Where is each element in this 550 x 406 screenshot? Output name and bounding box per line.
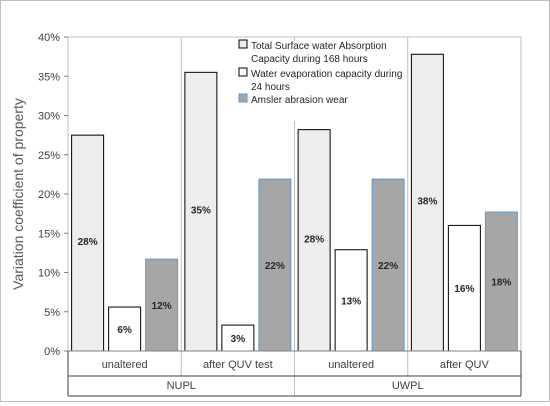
- bar-value-label: 16%: [454, 284, 474, 295]
- bar-value-label: 13%: [341, 296, 361, 307]
- legend-label: Water evaporation capacity during: [251, 69, 402, 80]
- legend-swatch: [238, 67, 248, 77]
- x-category-label: after QUV test: [203, 359, 273, 371]
- bar-value-label: 38%: [417, 197, 437, 208]
- bar: [371, 178, 405, 352]
- x-category-label: after QUV: [440, 359, 490, 371]
- bar-value-label: 18%: [491, 278, 511, 289]
- bars: 28% 35% 28% 38% 6% 3% 13% 16% 12% 22% 22% 18%: [71, 53, 518, 352]
- legend-swatch: [238, 93, 248, 103]
- y-tick-label: 15%: [38, 228, 60, 240]
- y-tick-label: 25%: [38, 150, 60, 162]
- bar: [297, 129, 331, 352]
- legend-label: Amsler abrasion wear: [251, 95, 348, 106]
- bar-value-label: 12%: [152, 301, 172, 312]
- bar-value-label: 22%: [378, 261, 398, 272]
- bar: [410, 53, 444, 352]
- bar-value-label: 3%: [231, 334, 246, 345]
- legend-label: Total Surface water Absorption: [251, 41, 387, 52]
- y-tick-label: 30%: [38, 111, 60, 123]
- bar: [221, 324, 255, 352]
- legend-swatch: [238, 39, 248, 49]
- bar: [484, 211, 518, 352]
- bar: [108, 306, 142, 352]
- legend-background: [233, 41, 403, 121]
- y-tick-label: 20%: [38, 189, 60, 201]
- y-tick-label: 40%: [38, 32, 60, 44]
- y-tick-label: 35%: [38, 71, 60, 83]
- axes: 0% 5% 10% 15% 20% 25% 30% 35% 40% unaltered after …: [38, 32, 522, 397]
- bar-value-label: 22%: [265, 261, 285, 272]
- bar-value-label: 6%: [117, 325, 132, 336]
- bar-value-label: 28%: [78, 237, 98, 248]
- bar-value-label: 28%: [304, 234, 324, 245]
- x-group-label: UWPL: [392, 380, 424, 392]
- y-tick-label: 5%: [44, 307, 60, 319]
- y-tick-label: 0%: [44, 346, 60, 358]
- bar-value-label: 35%: [191, 206, 211, 217]
- y-tick-label: 10%: [38, 268, 60, 280]
- y-axis-label: Variation coefficient of property: [10, 98, 26, 290]
- bar: [184, 71, 218, 352]
- x-category-label: unaltered: [102, 359, 148, 371]
- x-category-label: unaltered: [328, 359, 374, 371]
- legend: Total Surface water Absorption Capacity d…: [233, 39, 403, 121]
- bar: [71, 134, 105, 352]
- legend-label: Capacity during 168 hours: [251, 54, 368, 65]
- legend-label: 24 hours: [251, 82, 290, 93]
- x-group-label: NUPL: [167, 380, 196, 392]
- bar: [447, 224, 481, 352]
